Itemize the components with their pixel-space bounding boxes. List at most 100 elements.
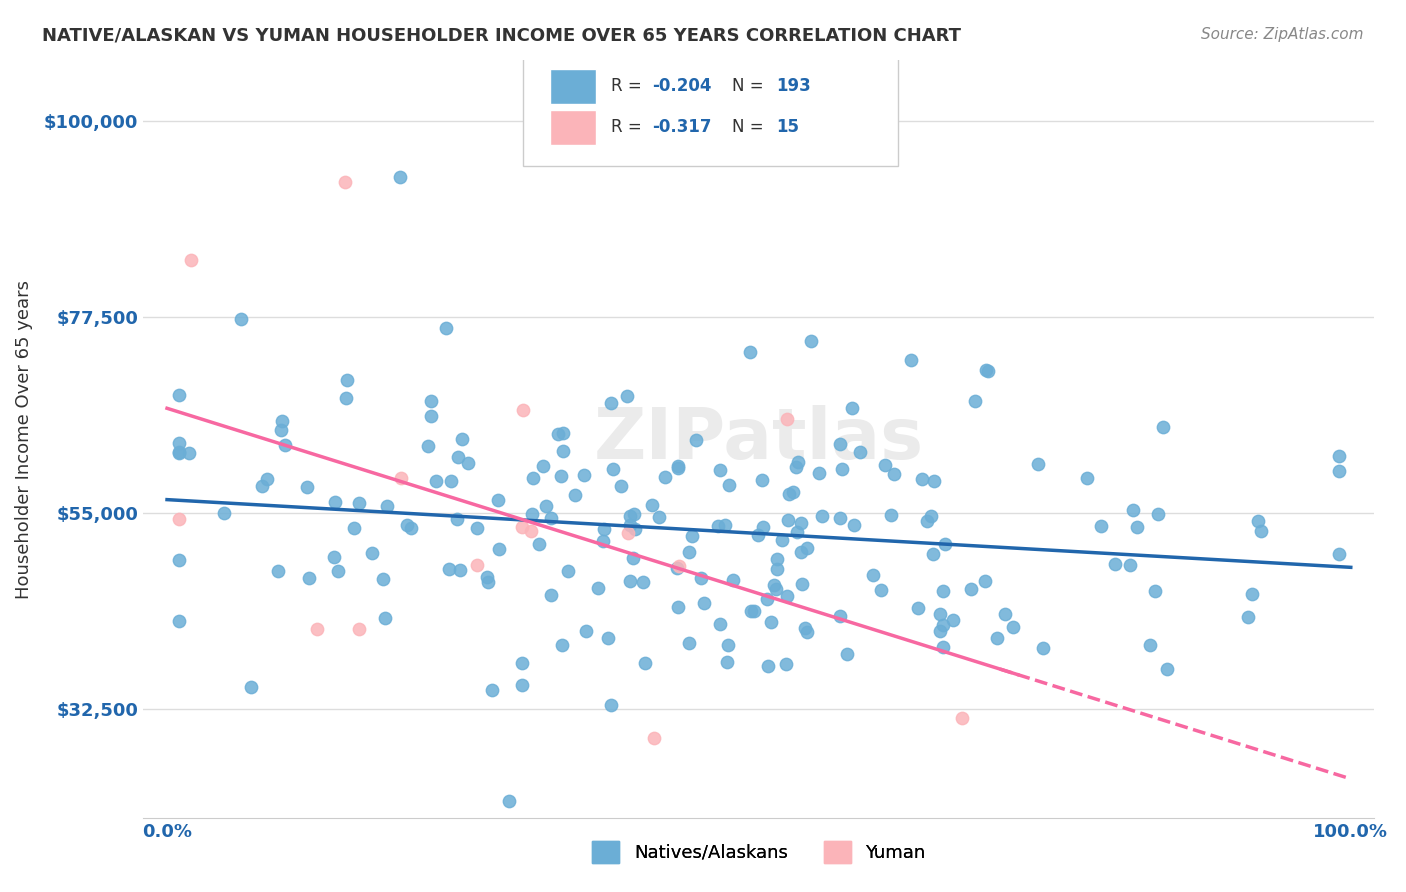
FancyBboxPatch shape — [523, 48, 898, 166]
Point — [873, 458, 896, 472]
Point — [467, 558, 489, 572]
Point — [641, 498, 664, 512]
Point — [721, 573, 744, 587]
Point — [602, 462, 624, 476]
Point — [977, 364, 1000, 378]
Point — [270, 414, 292, 428]
Point — [775, 657, 797, 672]
Point — [1076, 471, 1098, 485]
Point — [512, 402, 534, 417]
Legend: Natives/Alaskans, Yuman: Natives/Alaskans, Yuman — [585, 834, 932, 870]
Point — [1104, 557, 1126, 571]
Point — [690, 571, 713, 585]
Point — [709, 463, 731, 477]
Point — [709, 617, 731, 632]
Point — [666, 461, 689, 475]
Point — [322, 550, 344, 565]
Text: -0.204: -0.204 — [652, 78, 711, 95]
Point — [619, 517, 641, 532]
Point — [654, 470, 676, 484]
Point — [305, 622, 328, 636]
Point — [274, 438, 297, 452]
Point — [1250, 524, 1272, 538]
Point — [333, 175, 356, 189]
Point — [1032, 640, 1054, 655]
Point — [167, 444, 190, 458]
Point — [685, 433, 707, 447]
Text: -0.317: -0.317 — [652, 118, 711, 136]
Point — [531, 458, 554, 473]
Point — [167, 615, 190, 629]
Point — [522, 471, 544, 485]
Point — [616, 389, 638, 403]
Text: N =: N = — [731, 118, 773, 136]
Point — [229, 311, 252, 326]
Point — [1122, 503, 1144, 517]
Point — [796, 625, 818, 640]
Point — [790, 545, 813, 559]
Point — [808, 466, 831, 480]
Point — [1147, 508, 1170, 522]
Point — [588, 581, 610, 595]
Point — [1237, 609, 1260, 624]
Point — [621, 550, 644, 565]
Point — [527, 537, 550, 551]
Point — [841, 401, 863, 415]
Point — [553, 443, 575, 458]
Point — [766, 551, 789, 566]
Point — [434, 321, 457, 335]
Point — [619, 509, 641, 524]
Point — [976, 363, 998, 377]
Point — [920, 508, 942, 523]
Point — [765, 562, 787, 576]
Point — [1327, 449, 1350, 463]
Point — [880, 508, 903, 523]
Point — [747, 528, 769, 542]
Point — [1139, 638, 1161, 652]
Point — [1001, 620, 1024, 634]
Point — [800, 334, 823, 349]
Point — [267, 564, 290, 578]
Point — [828, 437, 851, 451]
Point — [536, 500, 558, 514]
Point — [510, 656, 533, 670]
Point — [932, 618, 955, 632]
Point — [770, 533, 793, 547]
Point — [692, 596, 714, 610]
Point — [831, 462, 853, 476]
Point — [765, 582, 787, 597]
Point — [551, 425, 574, 440]
Point — [776, 513, 799, 527]
Point — [986, 631, 1008, 645]
Point — [477, 575, 499, 590]
Point — [250, 479, 273, 493]
Point — [883, 467, 905, 482]
Point — [785, 459, 807, 474]
Point — [634, 657, 657, 671]
Point — [921, 547, 943, 561]
Point — [959, 582, 981, 596]
Point — [1327, 547, 1350, 561]
Point — [706, 519, 728, 533]
Point — [744, 604, 766, 618]
Point — [681, 529, 703, 543]
Point — [457, 456, 479, 470]
Point — [1143, 583, 1166, 598]
Point — [440, 475, 463, 489]
Point — [295, 480, 318, 494]
Point — [752, 519, 775, 533]
Point — [762, 577, 785, 591]
Point — [449, 563, 471, 577]
Point — [374, 611, 396, 625]
Point — [796, 541, 818, 555]
Point — [343, 521, 366, 535]
FancyBboxPatch shape — [550, 111, 596, 145]
Point — [828, 511, 851, 525]
Point — [907, 601, 929, 615]
Point — [776, 412, 799, 426]
Point — [717, 638, 740, 652]
Point — [631, 575, 654, 590]
Point — [551, 638, 574, 652]
Point — [270, 423, 292, 437]
Point — [716, 655, 738, 669]
